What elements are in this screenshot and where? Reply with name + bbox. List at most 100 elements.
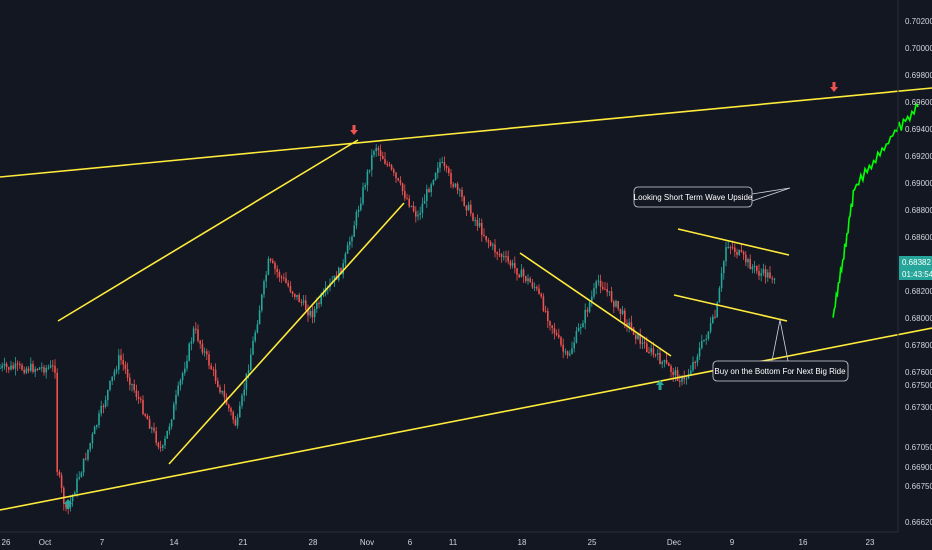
candle [122,353,124,371]
candle-body [698,347,701,357]
candle [604,281,606,290]
candle-body [300,302,303,304]
candle [379,144,382,162]
candle-body [531,282,534,288]
candle-body [637,333,639,339]
candle-body [701,340,703,348]
candle [82,458,85,477]
price-axis[interactable]: 0.70200 0.70000 0.69800 0.69600 0.69400 0.692… [905,17,932,527]
candle-body [144,414,146,416]
candle [586,307,589,318]
candle [518,273,520,279]
annotation-pointer [771,319,789,362]
candle-body [219,387,221,393]
candle-body [564,351,567,353]
candle [551,325,553,335]
candle [265,270,267,288]
candle-body [582,323,584,328]
candle-body [316,303,318,309]
arrow-head [656,380,664,385]
candle [582,320,584,328]
candle [102,403,105,414]
candle [399,176,402,186]
candle [355,209,358,230]
candle-body [520,269,523,278]
candle-body [342,263,344,275]
short-term-wave-label: Looking Short Term Wave Upside [633,186,791,208]
candle-body [703,339,705,341]
candle-body [261,294,263,311]
candle [318,300,320,309]
candle-body [14,363,17,369]
candle-body [599,280,602,287]
candle-body [463,196,465,206]
candle-body [30,363,32,371]
candle [186,355,188,372]
time-axis[interactable]: 26 Oct 7 14 21 28 Nov 6 11 18 25 Dec 9 16 23 [2,538,875,547]
candle-body [80,472,83,478]
candle-body [408,198,410,207]
candle-body [258,310,261,325]
time-tick-label: 14 [170,538,179,547]
candle [267,256,270,276]
last-price-badge: 0.68382 01:43:54 [899,256,932,280]
candle-body [263,281,265,295]
candle-body [641,342,644,344]
candle-body [672,371,674,376]
time-tick-label: Dec [667,538,681,547]
candle-body [610,291,613,302]
candle-body [668,363,670,367]
candle-body [665,360,668,364]
candle [445,164,448,173]
candle-body [76,478,78,493]
candle [375,144,377,157]
rising-wedge-upper-line [57,139,359,322]
candle [538,284,540,295]
candle [135,384,138,401]
candle [10,360,12,371]
markers-layer [64,82,838,509]
price-tick-label: 0.67300 [905,403,932,412]
candle-body [232,411,234,420]
candle [478,217,481,228]
candle-body [393,169,395,173]
candle [415,206,417,223]
candle-body [148,419,151,429]
candle [558,328,560,339]
candle [404,184,406,202]
buy-bottom-label: Buy on the Bottom For Next Big Ride [712,319,849,382]
candle-body [635,334,637,339]
candle [439,158,441,173]
candle [760,268,762,282]
candle-body [624,310,626,324]
candle-body [23,369,25,373]
candle-body [221,390,223,393]
candle [206,348,208,361]
candle-body [104,400,107,407]
candle [241,393,243,409]
candle-body [718,288,721,303]
candle-body [747,259,749,263]
candle-body [375,147,377,152]
candle-body [382,155,384,160]
candle [289,281,292,294]
candle [580,323,582,335]
candle-body [313,308,316,318]
candle [465,205,468,217]
candle [569,350,571,357]
price-tick-label: 0.66750 [905,482,932,491]
price-tick-label: 0.69000 [905,179,932,188]
upper-channel-line [0,87,932,178]
candle [23,366,25,375]
candle-body [421,203,424,214]
candle-body [241,395,243,406]
candle-body [78,477,80,479]
candle-body [604,288,606,290]
candle-body [122,360,124,365]
candle [373,149,375,158]
candle-body [52,365,54,367]
candle [474,217,476,227]
candle [756,265,758,275]
candle [547,307,549,329]
candle [657,348,659,361]
